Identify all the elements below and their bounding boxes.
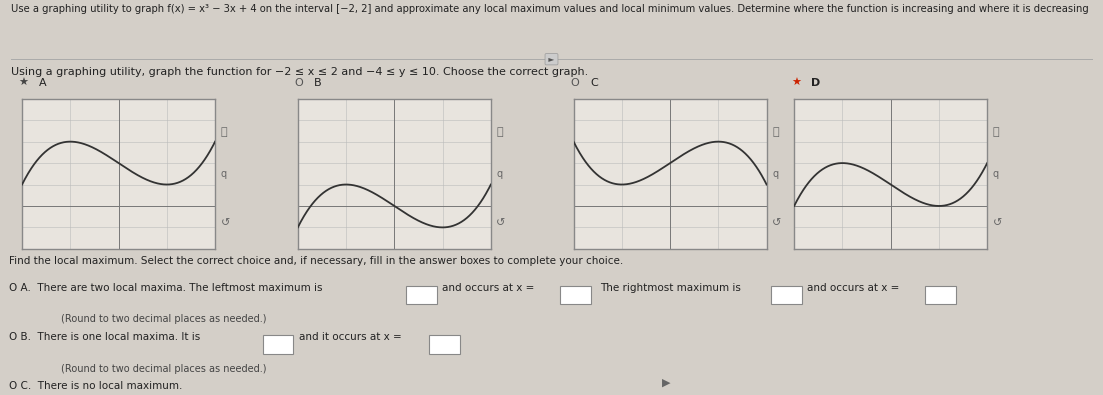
Text: q: q xyxy=(496,169,503,179)
Text: ►: ► xyxy=(546,55,557,64)
Text: C: C xyxy=(590,78,598,88)
Bar xyxy=(406,286,437,304)
Text: A: A xyxy=(39,78,46,88)
Text: Ⓠ: Ⓠ xyxy=(221,127,227,137)
Text: q: q xyxy=(772,169,779,179)
Text: and occurs at x =: and occurs at x = xyxy=(807,283,900,293)
Text: Ⓠ: Ⓠ xyxy=(496,127,503,137)
Text: ▶: ▶ xyxy=(662,378,671,388)
Text: Use a graphing utility to graph f(x) = x³ − 3x + 4 on the interval [−2, 2] and a: Use a graphing utility to graph f(x) = x… xyxy=(11,4,1089,14)
Text: O C.  There is no local maximum.: O C. There is no local maximum. xyxy=(9,381,182,391)
Bar xyxy=(771,286,802,304)
Text: O B.  There is one local maxima. It is: O B. There is one local maxima. It is xyxy=(9,333,200,342)
Text: D: D xyxy=(811,78,820,88)
Text: q: q xyxy=(221,169,227,179)
Text: (Round to two decimal places as needed.): (Round to two decimal places as needed.) xyxy=(61,314,266,324)
Text: (Round to two decimal places as needed.): (Round to two decimal places as needed.) xyxy=(61,364,266,374)
Text: ↺: ↺ xyxy=(496,218,505,228)
Text: Ⓠ: Ⓠ xyxy=(772,127,779,137)
Text: and it occurs at x =: and it occurs at x = xyxy=(299,333,401,342)
Bar xyxy=(429,335,460,354)
Text: ★: ★ xyxy=(791,78,801,88)
Text: ↺: ↺ xyxy=(772,218,781,228)
Text: Ⓠ: Ⓠ xyxy=(993,127,999,137)
Text: Find the local maximum. Select the correct choice and, if necessary, fill in the: Find the local maximum. Select the corre… xyxy=(9,256,623,266)
Text: ↺: ↺ xyxy=(221,218,229,228)
Text: The rightmost maximum is: The rightmost maximum is xyxy=(600,283,741,293)
Text: O: O xyxy=(295,78,303,88)
Text: O: O xyxy=(570,78,579,88)
Bar xyxy=(925,286,956,304)
Text: and occurs at x =: and occurs at x = xyxy=(442,283,535,293)
Text: q: q xyxy=(993,169,999,179)
Text: ↺: ↺ xyxy=(993,218,1002,228)
Text: B: B xyxy=(314,78,322,88)
Text: Using a graphing utility, graph the function for −2 ≤ x ≤ 2 and −4 ≤ y ≤ 10. Cho: Using a graphing utility, graph the func… xyxy=(11,67,588,77)
Text: O A.  There are two local maxima. The leftmost maximum is: O A. There are two local maxima. The lef… xyxy=(9,283,322,293)
Bar xyxy=(560,286,591,304)
Bar xyxy=(263,335,293,354)
Text: ★: ★ xyxy=(19,78,29,88)
